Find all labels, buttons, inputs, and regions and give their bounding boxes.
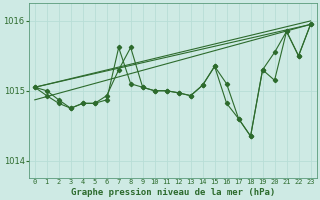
X-axis label: Graphe pression niveau de la mer (hPa): Graphe pression niveau de la mer (hPa) xyxy=(70,188,275,197)
